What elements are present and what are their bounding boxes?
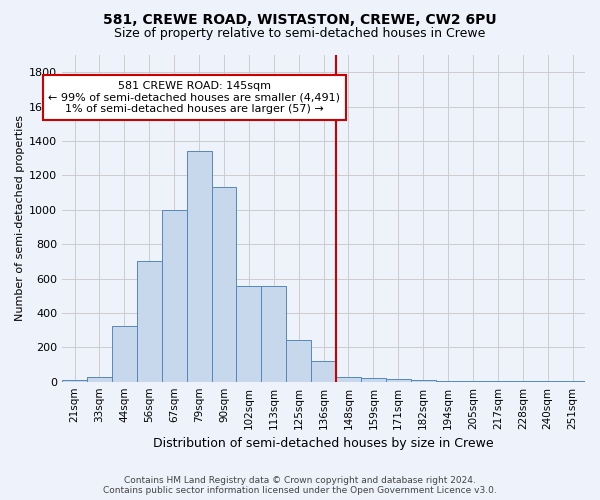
Bar <box>212 188 236 382</box>
Bar <box>311 361 336 382</box>
Bar <box>87 376 112 382</box>
Bar <box>62 380 87 382</box>
Bar <box>436 381 461 382</box>
Bar <box>336 376 361 382</box>
Bar <box>386 379 411 382</box>
Bar <box>187 152 212 382</box>
Bar <box>262 286 286 382</box>
Bar <box>286 340 311 382</box>
Text: Contains HM Land Registry data © Crown copyright and database right 2024.
Contai: Contains HM Land Registry data © Crown c… <box>103 476 497 495</box>
Bar <box>162 210 187 382</box>
Bar <box>411 380 436 382</box>
Text: Size of property relative to semi-detached houses in Crewe: Size of property relative to semi-detach… <box>115 28 485 40</box>
Y-axis label: Number of semi-detached properties: Number of semi-detached properties <box>15 116 25 322</box>
Bar <box>236 286 262 382</box>
X-axis label: Distribution of semi-detached houses by size in Crewe: Distribution of semi-detached houses by … <box>153 437 494 450</box>
Bar <box>137 262 162 382</box>
Bar <box>112 326 137 382</box>
Bar <box>485 381 511 382</box>
Text: 581 CREWE ROAD: 145sqm
← 99% of semi-detached houses are smaller (4,491)
1% of s: 581 CREWE ROAD: 145sqm ← 99% of semi-det… <box>48 81 340 114</box>
Bar <box>361 378 386 382</box>
Bar <box>461 381 485 382</box>
Text: 581, CREWE ROAD, WISTASTON, CREWE, CW2 6PU: 581, CREWE ROAD, WISTASTON, CREWE, CW2 6… <box>103 12 497 26</box>
